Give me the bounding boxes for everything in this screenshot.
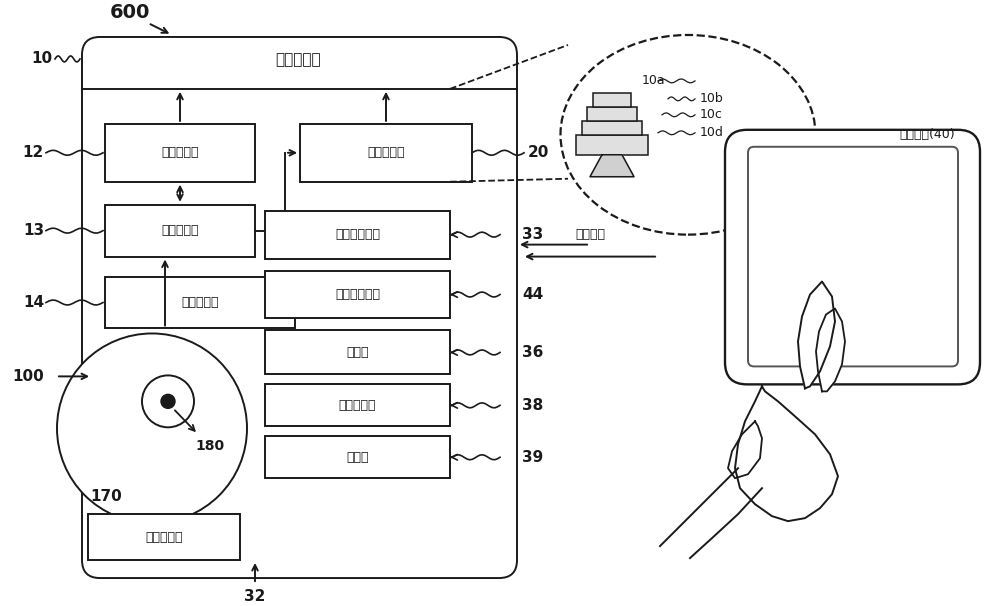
Circle shape <box>161 395 175 408</box>
Text: 39: 39 <box>522 450 543 465</box>
Polygon shape <box>798 282 835 388</box>
Text: 10a: 10a <box>642 75 666 87</box>
Bar <box>265 330 450 375</box>
Circle shape <box>57 333 247 523</box>
Text: 20: 20 <box>528 145 549 160</box>
Ellipse shape <box>560 35 816 235</box>
Circle shape <box>142 375 194 427</box>
Text: 光学传感器: 光学传感器 <box>145 531 183 544</box>
Bar <box>265 211 450 259</box>
Bar <box>582 121 642 135</box>
Text: 射束形成器: 射束形成器 <box>161 146 199 159</box>
Text: 38: 38 <box>522 398 543 413</box>
Text: 600: 600 <box>110 2 150 21</box>
Bar <box>300 124 472 182</box>
Text: 无线收发: 无线收发 <box>575 228 605 241</box>
Text: 驱动控制部: 驱动控制部 <box>181 296 219 309</box>
FancyBboxPatch shape <box>748 147 958 367</box>
Polygon shape <box>590 155 634 177</box>
Text: 32: 32 <box>244 588 266 604</box>
Text: 33: 33 <box>522 227 543 242</box>
Text: 温度传感器: 温度传感器 <box>339 399 376 412</box>
Text: 超声波探针: 超声波探针 <box>275 53 321 67</box>
Bar <box>265 270 450 319</box>
Bar <box>105 124 255 182</box>
Text: 100: 100 <box>12 369 44 384</box>
Text: 12: 12 <box>23 145 44 160</box>
Text: 数据发送部: 数据发送部 <box>367 146 405 159</box>
Bar <box>593 93 631 107</box>
Text: 10d: 10d <box>700 126 724 139</box>
Polygon shape <box>728 421 762 478</box>
Text: 激光束产生部: 激光束产生部 <box>335 288 380 301</box>
Text: 键盘部: 键盘部 <box>346 451 369 464</box>
Text: 180: 180 <box>195 439 225 453</box>
Bar <box>265 384 450 426</box>
Bar <box>576 135 648 155</box>
Bar <box>265 436 450 478</box>
Text: 电机部: 电机部 <box>346 346 369 359</box>
Text: 可拆式传感器: 可拆式传感器 <box>335 228 380 241</box>
Text: 10: 10 <box>31 52 52 67</box>
Text: 36: 36 <box>522 345 543 360</box>
FancyBboxPatch shape <box>725 130 980 384</box>
Text: 170: 170 <box>90 488 122 504</box>
Text: 10b: 10b <box>700 92 724 105</box>
Polygon shape <box>816 308 845 391</box>
Bar <box>587 107 637 121</box>
FancyBboxPatch shape <box>82 37 517 578</box>
Text: 13: 13 <box>23 223 44 238</box>
Text: 14: 14 <box>23 295 44 310</box>
Text: 44: 44 <box>522 287 543 302</box>
Text: 手机设备(40): 手机设备(40) <box>899 128 955 141</box>
Text: 10c: 10c <box>700 108 723 121</box>
Bar <box>88 514 240 560</box>
Text: 扫描转换部: 扫描转换部 <box>161 224 199 237</box>
Bar <box>105 276 295 328</box>
Bar <box>105 205 255 256</box>
